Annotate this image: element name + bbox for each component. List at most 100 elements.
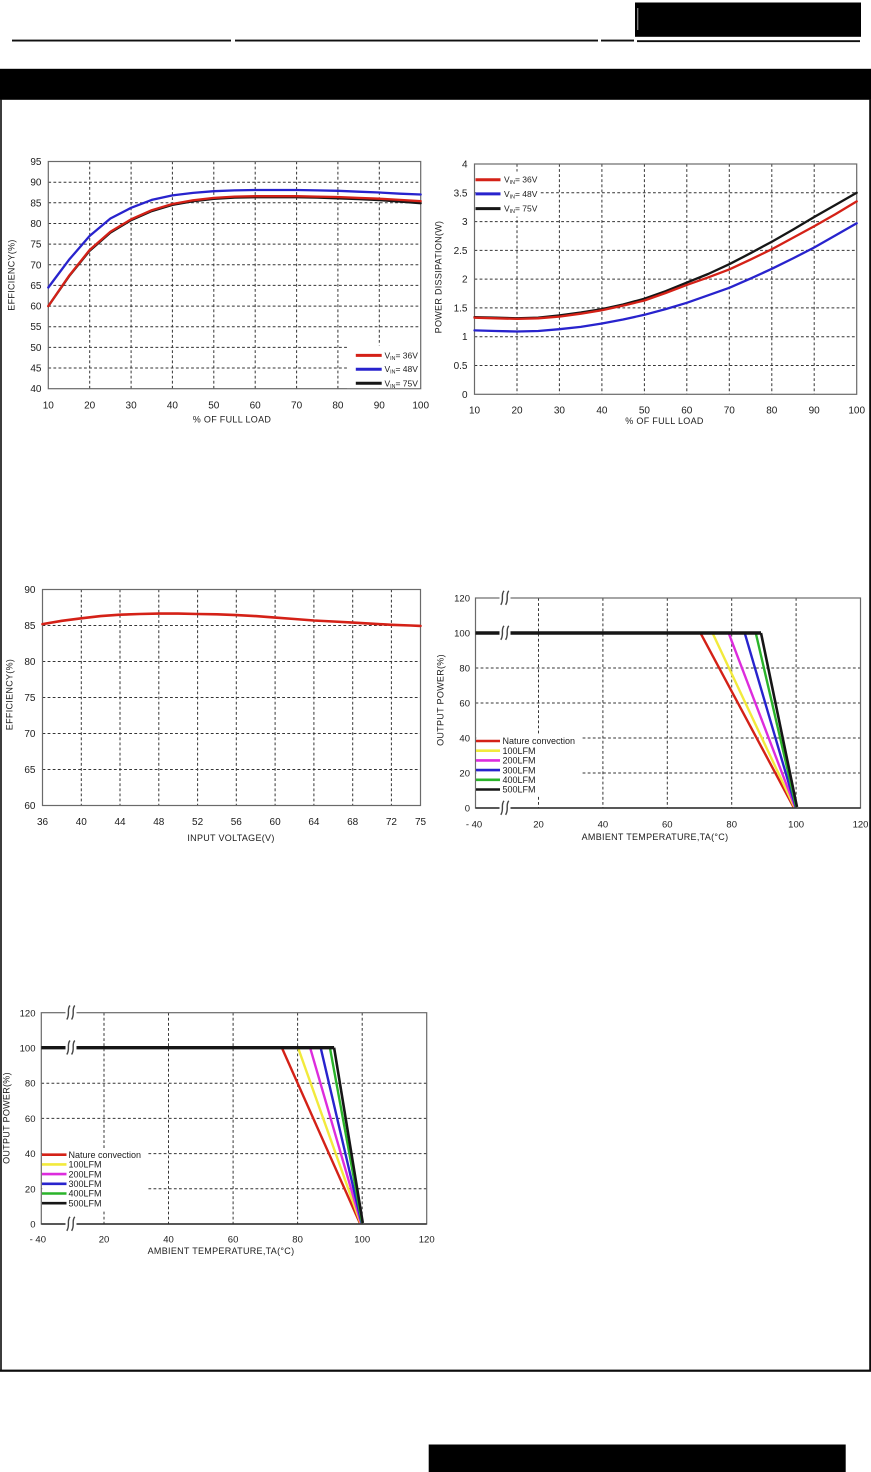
svg-text:100LFM: 100LFM	[503, 746, 536, 756]
svg-text:1.5: 1.5	[454, 303, 468, 314]
svg-text:60: 60	[662, 820, 673, 831]
svg-text:20: 20	[84, 401, 96, 412]
svg-text:30: 30	[126, 401, 138, 412]
svg-text:50: 50	[208, 401, 220, 412]
svg-text:400LFM: 400LFM	[503, 775, 536, 785]
svg-text:52: 52	[192, 817, 204, 828]
svg-text:VIN= 36V: VIN= 36V	[504, 175, 538, 187]
svg-text:40: 40	[596, 406, 608, 417]
svg-text:44: 44	[114, 817, 126, 828]
svg-text:65: 65	[24, 765, 36, 776]
svg-text:0: 0	[30, 1220, 35, 1231]
svg-text:400LFM: 400LFM	[69, 1189, 102, 1199]
svg-text:80: 80	[726, 820, 737, 831]
svg-text:95: 95	[30, 157, 42, 168]
svg-text:VIN= 75V: VIN= 75V	[504, 204, 538, 216]
svg-text:60: 60	[681, 406, 693, 417]
svg-text:200LFM: 200LFM	[503, 756, 536, 766]
svg-text:45: 45	[30, 364, 42, 375]
svg-text:85: 85	[30, 198, 42, 209]
svg-text:56: 56	[231, 817, 243, 828]
svg-text:10: 10	[43, 401, 55, 412]
svg-text:60: 60	[250, 401, 262, 412]
svg-text:70: 70	[30, 260, 42, 271]
svg-text:4: 4	[462, 160, 468, 171]
svg-text:75: 75	[415, 817, 427, 828]
svg-text:AMBIENT TEMPERATURE,TA(°C): AMBIENT TEMPERATURE,TA(°C)	[148, 1246, 295, 1256]
svg-text:90: 90	[24, 585, 36, 596]
svg-text:- 40: - 40	[30, 1235, 46, 1246]
svg-text:Nature convection: Nature convection	[503, 736, 576, 746]
svg-text:10: 10	[469, 406, 481, 417]
svg-text:100: 100	[848, 406, 865, 417]
svg-text:0: 0	[465, 804, 470, 815]
svg-text:3: 3	[462, 217, 468, 228]
svg-text:0: 0	[462, 390, 468, 401]
svg-text:20: 20	[511, 406, 523, 417]
svg-text:100: 100	[788, 820, 804, 831]
svg-text:VIN= 36V: VIN= 36V	[385, 350, 419, 362]
svg-text:80: 80	[292, 1235, 303, 1246]
svg-text:40: 40	[25, 1149, 36, 1160]
svg-text:75: 75	[24, 693, 36, 704]
svg-text:% OF FULL LOAD: % OF FULL LOAD	[625, 416, 704, 426]
svg-text:68: 68	[347, 817, 359, 828]
svg-text:40: 40	[163, 1235, 174, 1246]
svg-text:80: 80	[25, 1079, 36, 1090]
svg-text:20: 20	[25, 1184, 36, 1195]
svg-text:120: 120	[20, 1008, 36, 1019]
svg-text:100LFM: 100LFM	[69, 1160, 102, 1170]
svg-text:VIN= 48V: VIN= 48V	[385, 364, 419, 376]
svg-text:80: 80	[766, 406, 778, 417]
svg-text:30: 30	[554, 406, 566, 417]
svg-text:70: 70	[291, 401, 303, 412]
svg-text:90: 90	[809, 406, 821, 417]
svg-text:120: 120	[419, 1235, 435, 1246]
svg-text:VIN= 75V: VIN= 75V	[385, 378, 419, 390]
svg-text:POWER DISSIPATION(W): POWER DISSIPATION(W)	[434, 221, 444, 334]
svg-text:Nature convection: Nature convection	[69, 1150, 142, 1160]
svg-text:65: 65	[30, 281, 42, 292]
svg-text:90: 90	[374, 401, 386, 412]
svg-text:100: 100	[454, 629, 470, 640]
svg-text:100: 100	[354, 1235, 370, 1246]
svg-text:OUTPUT POWER(%): OUTPUT POWER(%)	[436, 654, 446, 746]
svg-text:85: 85	[24, 621, 36, 632]
svg-text:EFFICIENCY(%): EFFICIENCY(%)	[7, 239, 17, 310]
svg-text:40: 40	[76, 817, 88, 828]
svg-text:60: 60	[30, 302, 42, 313]
svg-text:70: 70	[24, 729, 36, 740]
svg-text:2.5: 2.5	[454, 246, 468, 257]
svg-text:INPUT VOLTAGE(V): INPUT VOLTAGE(V)	[187, 833, 274, 843]
svg-text:60: 60	[228, 1235, 239, 1246]
svg-text:90: 90	[30, 178, 42, 189]
svg-text:0.5: 0.5	[454, 361, 468, 372]
svg-text:300LFM: 300LFM	[503, 765, 536, 775]
svg-text:60: 60	[459, 699, 470, 710]
svg-text:40: 40	[598, 820, 609, 831]
svg-text:55: 55	[30, 322, 42, 333]
svg-text:48: 48	[153, 817, 165, 828]
svg-text:70: 70	[724, 406, 736, 417]
svg-text:80: 80	[30, 219, 42, 230]
svg-text:% OF FULL LOAD: % OF FULL LOAD	[193, 415, 272, 425]
svg-text:36: 36	[37, 817, 49, 828]
svg-text:50: 50	[639, 406, 651, 417]
svg-text:120: 120	[853, 820, 869, 831]
svg-text:50: 50	[30, 343, 42, 354]
svg-text:20: 20	[533, 820, 544, 831]
svg-text:300LFM: 300LFM	[69, 1179, 102, 1189]
svg-text:OUTPUT POWER(%): OUTPUT POWER(%)	[2, 1072, 12, 1164]
svg-text:80: 80	[332, 401, 344, 412]
svg-text:3.5: 3.5	[454, 188, 468, 199]
svg-text:20: 20	[99, 1235, 110, 1246]
svg-text:- 40: - 40	[466, 820, 482, 831]
svg-text:1: 1	[462, 332, 468, 343]
svg-text:64: 64	[308, 817, 320, 828]
svg-text:40: 40	[459, 734, 470, 745]
svg-text:80: 80	[459, 664, 470, 675]
svg-text:40: 40	[167, 401, 179, 412]
svg-text:2: 2	[462, 275, 468, 286]
svg-text:75: 75	[30, 240, 42, 251]
svg-text:VIN= 48V: VIN= 48V	[504, 189, 538, 201]
